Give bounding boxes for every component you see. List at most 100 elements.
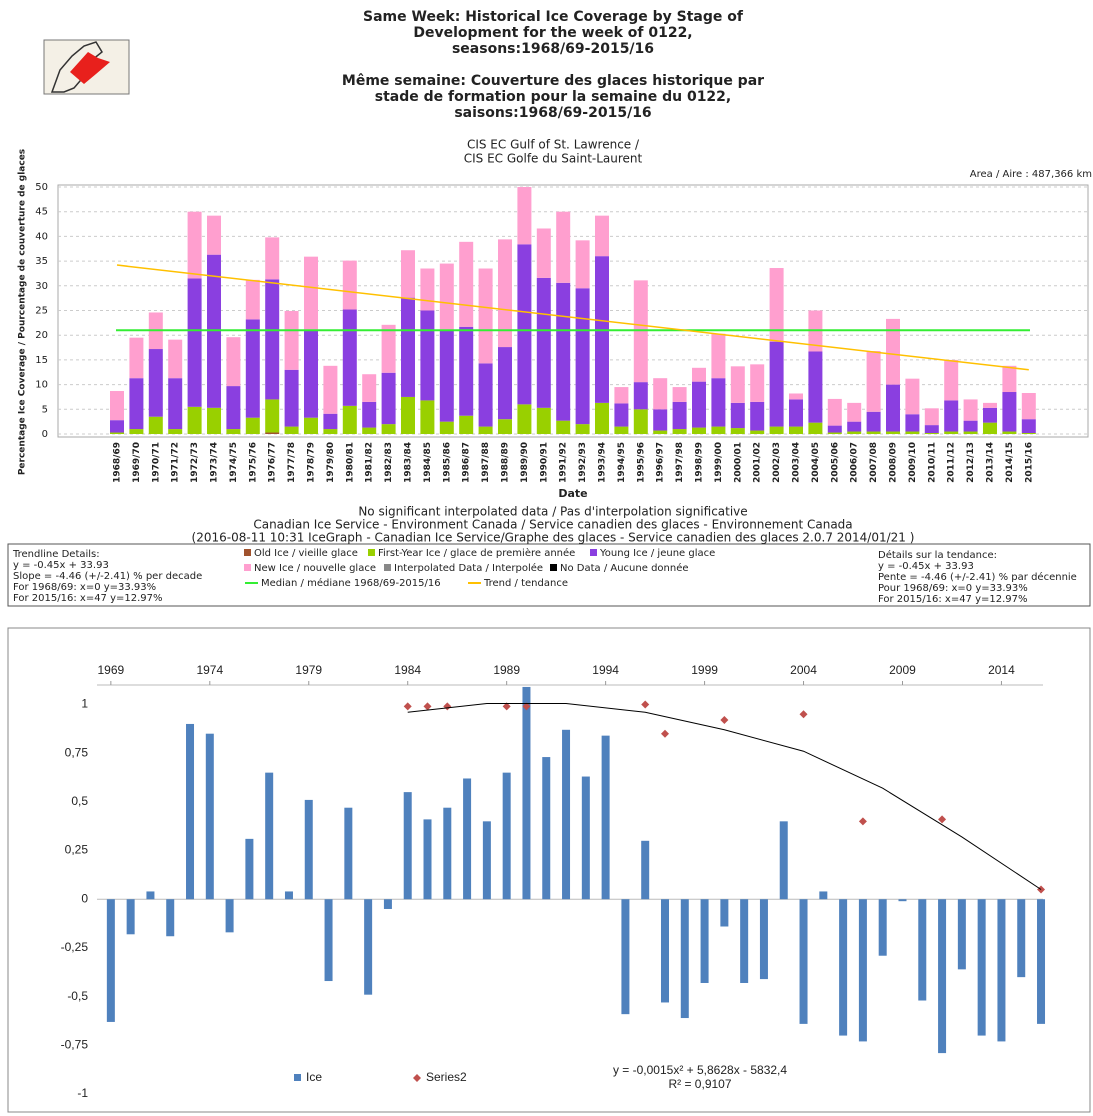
legend-swatch <box>413 1074 421 1082</box>
trend-details: Trendline Details: <box>12 549 100 560</box>
legend-frame <box>7 543 1091 607</box>
trend-line <box>116 264 1029 371</box>
bar-segment <box>265 237 280 280</box>
bar <box>918 899 927 1001</box>
bar-segment <box>284 426 299 434</box>
bar-segment <box>944 431 959 434</box>
bar-segment <box>1002 431 1017 434</box>
bar-segment <box>245 319 260 418</box>
bar-segment <box>672 387 687 402</box>
bar-segment <box>459 326 474 416</box>
bar-segment <box>129 337 144 379</box>
bar-segment <box>595 215 609 257</box>
bar-segment <box>226 337 241 387</box>
bar-segment <box>110 432 124 434</box>
bar <box>166 899 175 937</box>
x-tick-label: 1994 <box>592 663 619 677</box>
scatter-point <box>938 815 947 824</box>
x-tick-label: 1994/95 <box>617 442 627 483</box>
x-tick-label: 1983/84 <box>404 442 414 483</box>
chart-subtitle: CIS EC Golfe du Saint-Laurent <box>464 152 643 166</box>
bar <box>660 899 669 1003</box>
y-tick-label: -0,25 <box>61 940 89 954</box>
bar <box>740 899 749 983</box>
bar-segment <box>284 310 299 370</box>
bar-segment <box>304 417 318 434</box>
bar-segment <box>187 278 202 407</box>
bar-segment <box>342 309 357 406</box>
trend-details: For 2015/16: x=47 y=12.97% <box>878 594 1028 605</box>
bar-segment <box>924 408 939 426</box>
y-tick-label: 45 <box>35 207 48 218</box>
x-tick-label: 2015/16 <box>1024 442 1034 483</box>
x-tick-label: 1995/96 <box>636 442 646 483</box>
chart-subtitle: CIS EC Gulf of St. Lawrence / <box>467 138 640 152</box>
bar-segment <box>827 425 842 433</box>
bar <box>898 899 907 902</box>
scatter-point <box>522 702 531 711</box>
chart-title: saisons:1968/69-2015/16 <box>454 105 651 121</box>
bar-segment <box>110 420 124 433</box>
x-tick-label: 1970/71 <box>151 442 161 483</box>
bar-segment <box>517 244 532 405</box>
x-axis-label: Date <box>558 487 587 500</box>
bar-segment <box>556 420 571 434</box>
bar-segment <box>1021 433 1036 434</box>
bar-segment <box>401 297 415 397</box>
y-tick-label: 1 <box>81 697 88 711</box>
x-tick-label: 2011/12 <box>947 442 957 483</box>
legend-swatch <box>244 549 251 556</box>
bar <box>641 840 650 900</box>
trend-details: For 2015/16: x=47 y=12.97% <box>13 593 163 604</box>
bar-segment <box>789 399 803 427</box>
x-tick-label: 2005/06 <box>830 442 840 483</box>
bar-segment <box>944 359 959 401</box>
trend-details: y = -0.45x + 33.93 <box>13 560 109 571</box>
legend-label: No Data / Aucune donnée <box>560 562 689 574</box>
x-tick-label: 2009 <box>889 663 916 677</box>
bar-segment <box>692 381 706 428</box>
bar <box>839 899 848 1036</box>
bar-segment <box>168 339 183 379</box>
bar-segment <box>1021 392 1036 420</box>
x-tick-label: 1991/92 <box>559 442 569 483</box>
bar-segment <box>614 387 629 404</box>
bar-segment <box>148 416 163 434</box>
bar-segment <box>653 430 668 434</box>
bar-segment <box>129 378 144 430</box>
x-tick-label: 1997/98 <box>675 442 685 483</box>
bar-segment <box>730 402 745 429</box>
x-tick-label: 1971/72 <box>171 442 181 483</box>
map-coast <box>50 41 103 93</box>
bar <box>383 899 392 909</box>
bar <box>205 733 214 900</box>
x-tick-label: 1987/88 <box>481 442 491 483</box>
x-tick-label: 2004 <box>790 663 817 677</box>
trend-curve <box>407 703 1042 890</box>
map-icon <box>43 39 130 95</box>
bar-segment <box>866 411 881 432</box>
chart-1: Same Week: Historical Ice Coverage by St… <box>12 9 1092 605</box>
bar-segment <box>575 240 590 289</box>
area-label: Area / Aire : 487,366 km <box>970 169 1092 180</box>
legend-swatch <box>384 564 391 571</box>
x-tick-label: 1974/75 <box>229 442 239 483</box>
scatter-point <box>423 702 432 711</box>
x-tick-label: 1996/97 <box>656 442 666 483</box>
bar <box>186 723 195 900</box>
chart-title: Same Week: Historical Ice Coverage by St… <box>363 9 744 25</box>
y-tick-label: 25 <box>35 306 48 317</box>
bar-segment <box>886 318 900 385</box>
bar-segment <box>886 384 900 432</box>
bar-segment <box>459 415 474 434</box>
bar <box>997 899 1006 1042</box>
bar-segment <box>692 427 706 434</box>
bar <box>106 899 115 1022</box>
x-tick-label: 1982/83 <box>384 442 394 483</box>
bar <box>344 807 353 900</box>
bar-segment <box>517 404 532 434</box>
x-tick-label: 1986/87 <box>462 442 472 483</box>
bar-segment <box>847 421 862 432</box>
bar-segment <box>730 366 745 403</box>
bar-segment <box>265 279 280 400</box>
